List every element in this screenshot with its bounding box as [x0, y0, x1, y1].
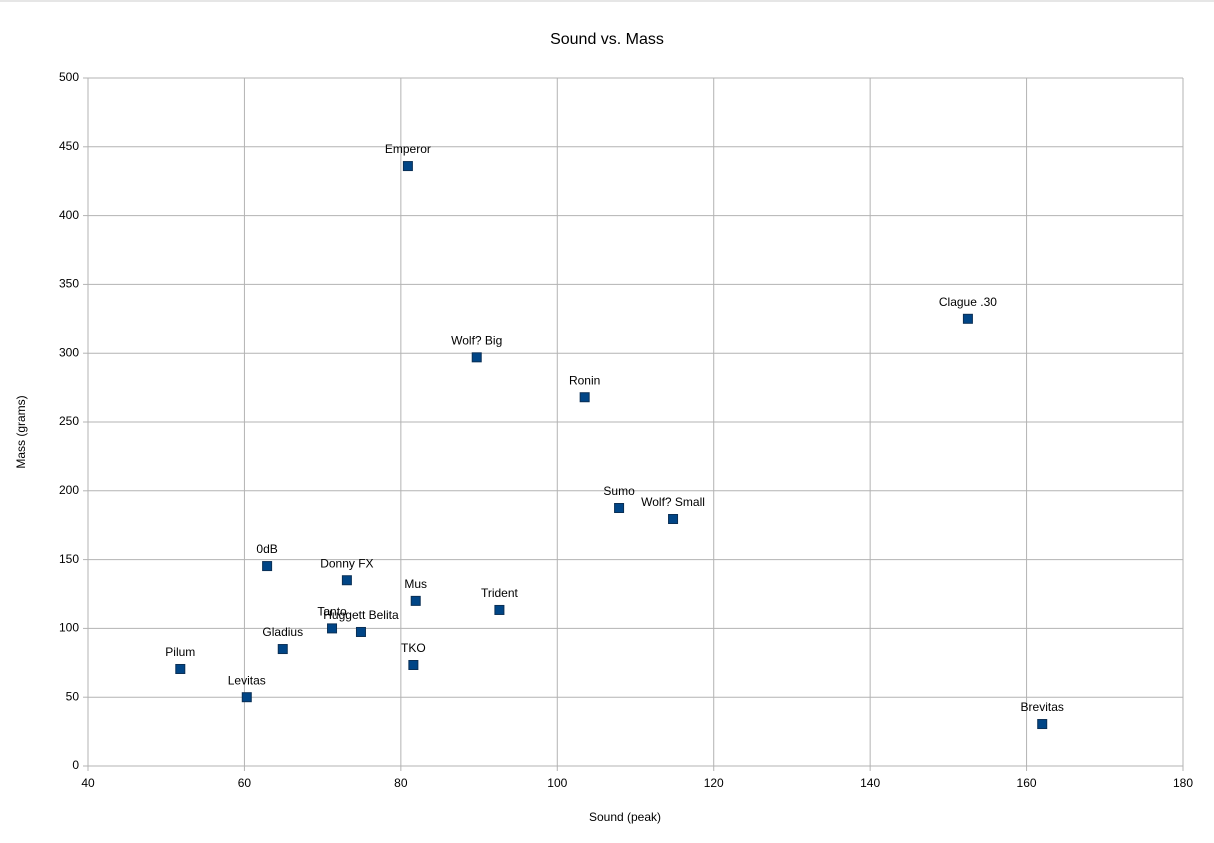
point [494, 604, 505, 615]
y-tick-label: 0 [72, 758, 79, 772]
point-label: Tanto [317, 605, 347, 619]
point [579, 392, 590, 403]
point [471, 352, 482, 363]
point-label: TKO [401, 641, 426, 655]
y-tick-label: 300 [59, 345, 79, 359]
y-tick-label: 50 [66, 689, 80, 703]
x-tick-label: 180 [1173, 776, 1193, 790]
y-tick-label: 150 [59, 552, 79, 566]
point [277, 644, 288, 655]
x-tick-label: 120 [704, 776, 724, 790]
point [402, 161, 413, 172]
x-axis-label: Sound (peak) [589, 810, 661, 824]
x-tick-label: 140 [860, 776, 880, 790]
point-label: Ronin [569, 373, 600, 387]
point-label: Trident [481, 586, 519, 600]
y-tick-label: 500 [59, 70, 79, 84]
y-tick-label: 100 [59, 621, 79, 635]
x-tick-label: 40 [81, 776, 95, 790]
point-label: Gladius [262, 625, 303, 639]
point [408, 660, 419, 671]
chart-title: Sound vs. Mass [550, 31, 664, 48]
point [962, 313, 973, 324]
point [262, 561, 273, 572]
y-tick-label: 250 [59, 414, 79, 428]
x-tick-label: 60 [238, 776, 252, 790]
y-tick-label: 350 [59, 277, 79, 291]
point-label: Emperor [385, 142, 431, 156]
point [614, 503, 625, 513]
y-axis-label: Mass (grams) [14, 395, 28, 468]
point-label: Donny FX [320, 556, 373, 570]
point [241, 692, 252, 703]
point-label: Huggett Belita [323, 608, 399, 622]
point [341, 575, 352, 586]
point-label: 0dB [256, 542, 277, 556]
x-tick-label: 160 [1017, 776, 1037, 790]
y-tick-label: 400 [59, 208, 79, 222]
point-label: Levitas [228, 673, 266, 687]
point-label: Wolf? Big [451, 333, 502, 347]
point-label: Mus [404, 577, 427, 591]
point [355, 626, 366, 637]
x-tick-label: 80 [394, 776, 408, 790]
point [327, 623, 338, 634]
y-tick-label: 200 [59, 483, 79, 497]
x-tick-label: 100 [547, 776, 567, 790]
point [668, 514, 679, 525]
point [1037, 719, 1048, 730]
point-label: Pilum [165, 645, 195, 659]
point-label: Wolf? Small [641, 495, 705, 509]
point-label: Sumo [603, 484, 635, 498]
point-label: Brevitas [1021, 700, 1064, 714]
point [175, 663, 186, 674]
y-tick-label: 450 [59, 139, 79, 153]
point-label: Clague .30 [939, 295, 997, 309]
point [410, 595, 421, 606]
